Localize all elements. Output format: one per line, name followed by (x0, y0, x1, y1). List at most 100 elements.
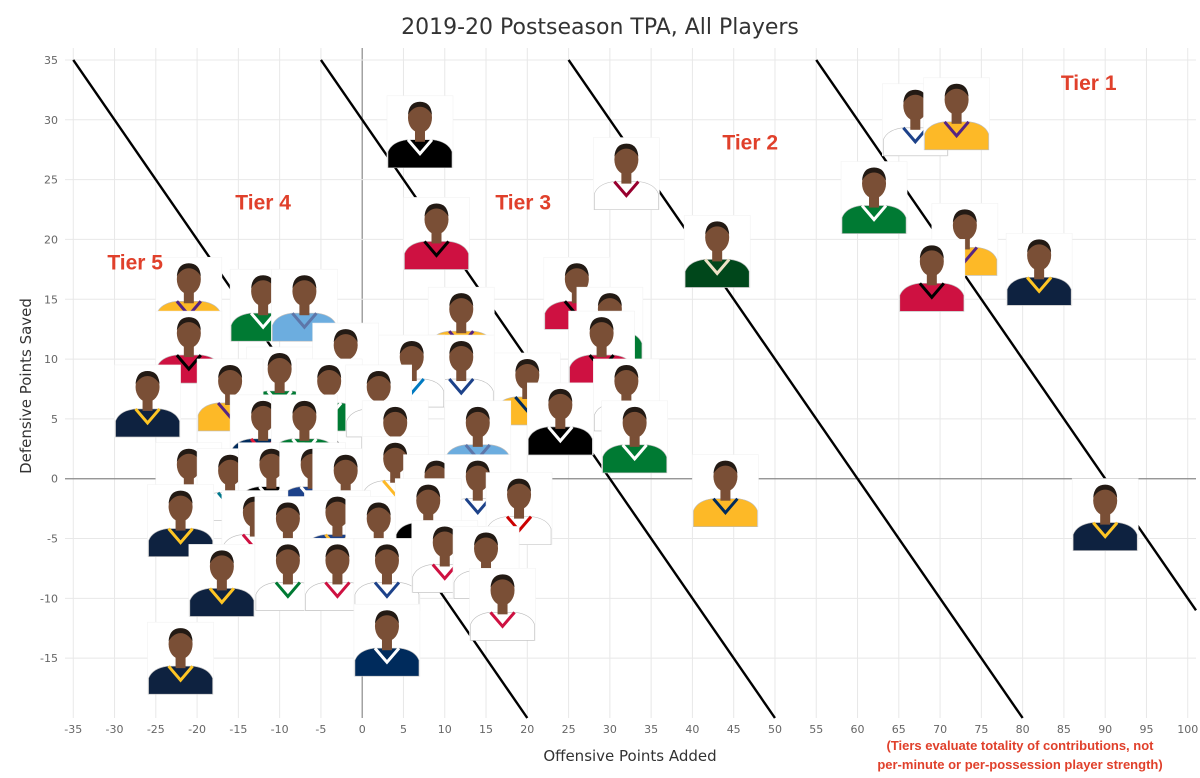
x-tick-label: 65 (892, 723, 906, 736)
jersey-collar (423, 240, 450, 258)
hair (449, 293, 474, 307)
y-tick-label: -15 (40, 652, 58, 665)
player-headshot (692, 454, 759, 527)
player-headshot (1071, 478, 1139, 551)
neck (332, 524, 343, 537)
neck (282, 572, 293, 585)
face (465, 461, 490, 492)
hair (366, 370, 391, 384)
neck (183, 291, 194, 304)
player-headshot (840, 161, 908, 234)
face (168, 629, 193, 660)
x-tick-label: 30 (603, 723, 617, 736)
face (135, 371, 160, 402)
neck (621, 171, 632, 184)
face (1027, 240, 1052, 271)
jersey-collar (167, 527, 194, 545)
x-tick-label: -25 (147, 723, 165, 736)
hair (275, 544, 300, 558)
hair (135, 370, 160, 384)
face (432, 527, 457, 558)
hair (374, 544, 399, 558)
hair (862, 167, 887, 181)
face (474, 533, 499, 564)
face (515, 359, 540, 390)
face (713, 461, 738, 492)
neck (299, 303, 310, 316)
hair (317, 364, 342, 378)
hair (952, 209, 977, 223)
jersey-collar (943, 120, 970, 139)
hair (614, 364, 639, 378)
neck (225, 482, 236, 495)
hair (449, 341, 474, 355)
hair (507, 478, 532, 492)
neck (423, 512, 434, 525)
player-headshot (403, 197, 470, 270)
neck (258, 303, 269, 316)
hair (168, 490, 193, 504)
hair (267, 353, 292, 366)
footnote-line-1: (Tiers evaluate totality of contribution… (886, 738, 1154, 753)
jersey-collar (712, 497, 739, 515)
face (564, 264, 589, 295)
hair (424, 203, 449, 217)
face (292, 276, 317, 307)
hair (432, 526, 457, 540)
hair (903, 89, 928, 103)
player-headshot (469, 568, 536, 641)
x-tick-label: 10 (438, 723, 452, 736)
player-headshot (923, 77, 990, 151)
x-tick-label: 20 (520, 723, 534, 736)
hair (614, 143, 639, 157)
neck (216, 578, 227, 591)
face (944, 84, 969, 115)
player-headshot (147, 621, 214, 695)
player-headshot (898, 239, 966, 312)
jersey-collar (860, 204, 888, 222)
y-tick-label: 15 (44, 293, 58, 306)
x-tick-label: 25 (562, 723, 576, 736)
hair (465, 460, 490, 474)
face (903, 90, 928, 121)
jersey-collar (704, 258, 731, 276)
jersey-collar (324, 581, 351, 599)
neck (431, 231, 442, 244)
neck (910, 117, 921, 130)
hair (209, 550, 234, 564)
x-tick-label: 40 (685, 723, 699, 736)
face (317, 365, 342, 396)
hair (176, 263, 201, 277)
jersey-collar (1026, 276, 1053, 294)
x-tick-label: 0 (359, 723, 366, 736)
jersey-collar (613, 180, 640, 198)
x-tick-label: 75 (974, 723, 988, 736)
hair (325, 496, 350, 510)
face (952, 210, 977, 241)
y-tick-label: 0 (51, 473, 58, 486)
tier-label: Tier 2 (722, 132, 778, 155)
hair (383, 442, 408, 456)
face (176, 264, 201, 295)
player-markers (114, 77, 1139, 695)
face (614, 144, 639, 175)
hair (259, 448, 284, 462)
tier-line (815, 59, 1197, 612)
y-tick-label: 25 (44, 174, 58, 187)
neck (456, 369, 467, 382)
hair (399, 341, 424, 355)
face (259, 449, 284, 480)
hair (589, 317, 614, 331)
tier-label: Tier 5 (107, 251, 163, 274)
x-tick-label: 35 (644, 723, 658, 736)
neck (720, 488, 731, 501)
face (705, 222, 730, 253)
neck (497, 602, 508, 615)
neck (340, 482, 351, 495)
hair (168, 628, 193, 642)
y-tick-label: 30 (44, 114, 58, 127)
x-tick-label: 15 (479, 723, 493, 736)
player-headshot (593, 137, 660, 210)
face (424, 204, 449, 235)
hair (597, 293, 622, 307)
